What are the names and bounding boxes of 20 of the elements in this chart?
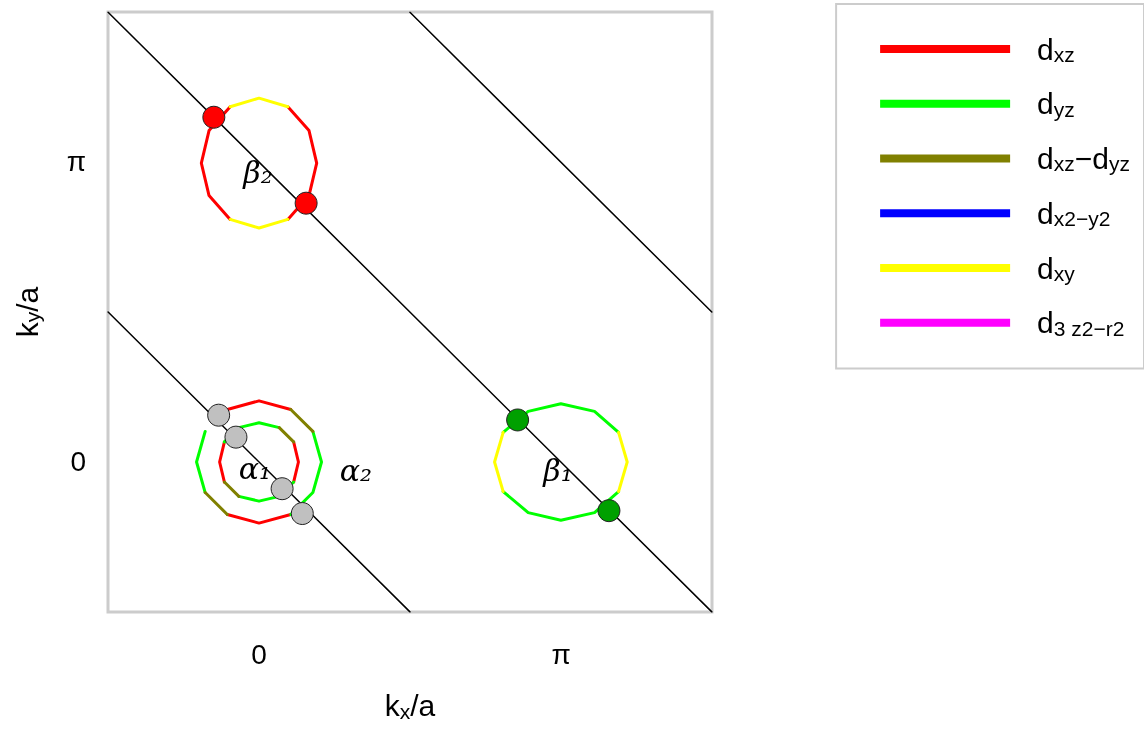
x-axis-title: kx/a bbox=[384, 689, 436, 723]
annotation: β₁ bbox=[542, 452, 573, 488]
annotation: α₂ bbox=[339, 452, 373, 488]
point bbox=[270, 477, 294, 501]
legend-label: dxz bbox=[1037, 32, 1075, 66]
legend-label: dxz−dyz bbox=[1037, 142, 1130, 176]
point bbox=[506, 408, 530, 432]
legend-label: dyz bbox=[1037, 87, 1075, 121]
point bbox=[224, 425, 248, 449]
point bbox=[294, 191, 318, 215]
point bbox=[202, 105, 226, 129]
legend-label: dxy bbox=[1037, 251, 1076, 285]
point bbox=[207, 403, 231, 427]
legend-label: d3 z2−r2 bbox=[1037, 306, 1125, 340]
point bbox=[290, 502, 314, 526]
annotation: β₂ bbox=[242, 154, 273, 190]
legend-label: dx2−y2 bbox=[1037, 196, 1111, 230]
annotation: α₁ bbox=[238, 450, 272, 486]
point bbox=[597, 499, 621, 523]
y-axis-title: ky/a bbox=[10, 286, 44, 338]
